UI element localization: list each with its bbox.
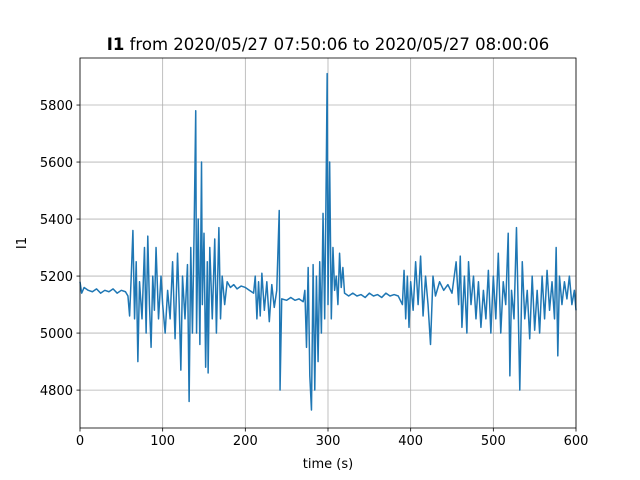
data-line xyxy=(79,72,577,411)
axes-frame xyxy=(79,57,577,429)
x-tick-label: 400 xyxy=(398,434,423,449)
y-tick-label: 4800 xyxy=(40,384,73,399)
x-axis-label: time (s) xyxy=(303,457,353,472)
y-tick-label: 5200 xyxy=(40,270,73,285)
y-axis-label: I1 xyxy=(15,237,30,249)
x-tick-label: 600 xyxy=(564,434,589,449)
title-bold: I1 xyxy=(107,35,125,54)
x-tick-label: 100 xyxy=(150,434,175,449)
x-tick-label: 200 xyxy=(233,434,258,449)
plot-area: 0 100 200 300 400 500 600 4800 5000 5200 5400 5600 5… xyxy=(40,58,589,449)
chart-title: I1 from 2020/05/27 07:50:06 to 2020/05/2… xyxy=(107,35,549,54)
x-tick-label: 500 xyxy=(481,434,506,449)
y-tick-label: 5000 xyxy=(40,327,73,342)
y-tick-label: 5400 xyxy=(40,213,73,228)
y-tick-label: 5800 xyxy=(40,99,73,114)
x-tick-label: 0 xyxy=(76,434,84,449)
y-tick-label: 5600 xyxy=(40,156,73,171)
title-rest: from 2020/05/27 07:50:06 to 2020/05/27 0… xyxy=(130,35,550,54)
x-tick-label: 300 xyxy=(316,434,341,449)
